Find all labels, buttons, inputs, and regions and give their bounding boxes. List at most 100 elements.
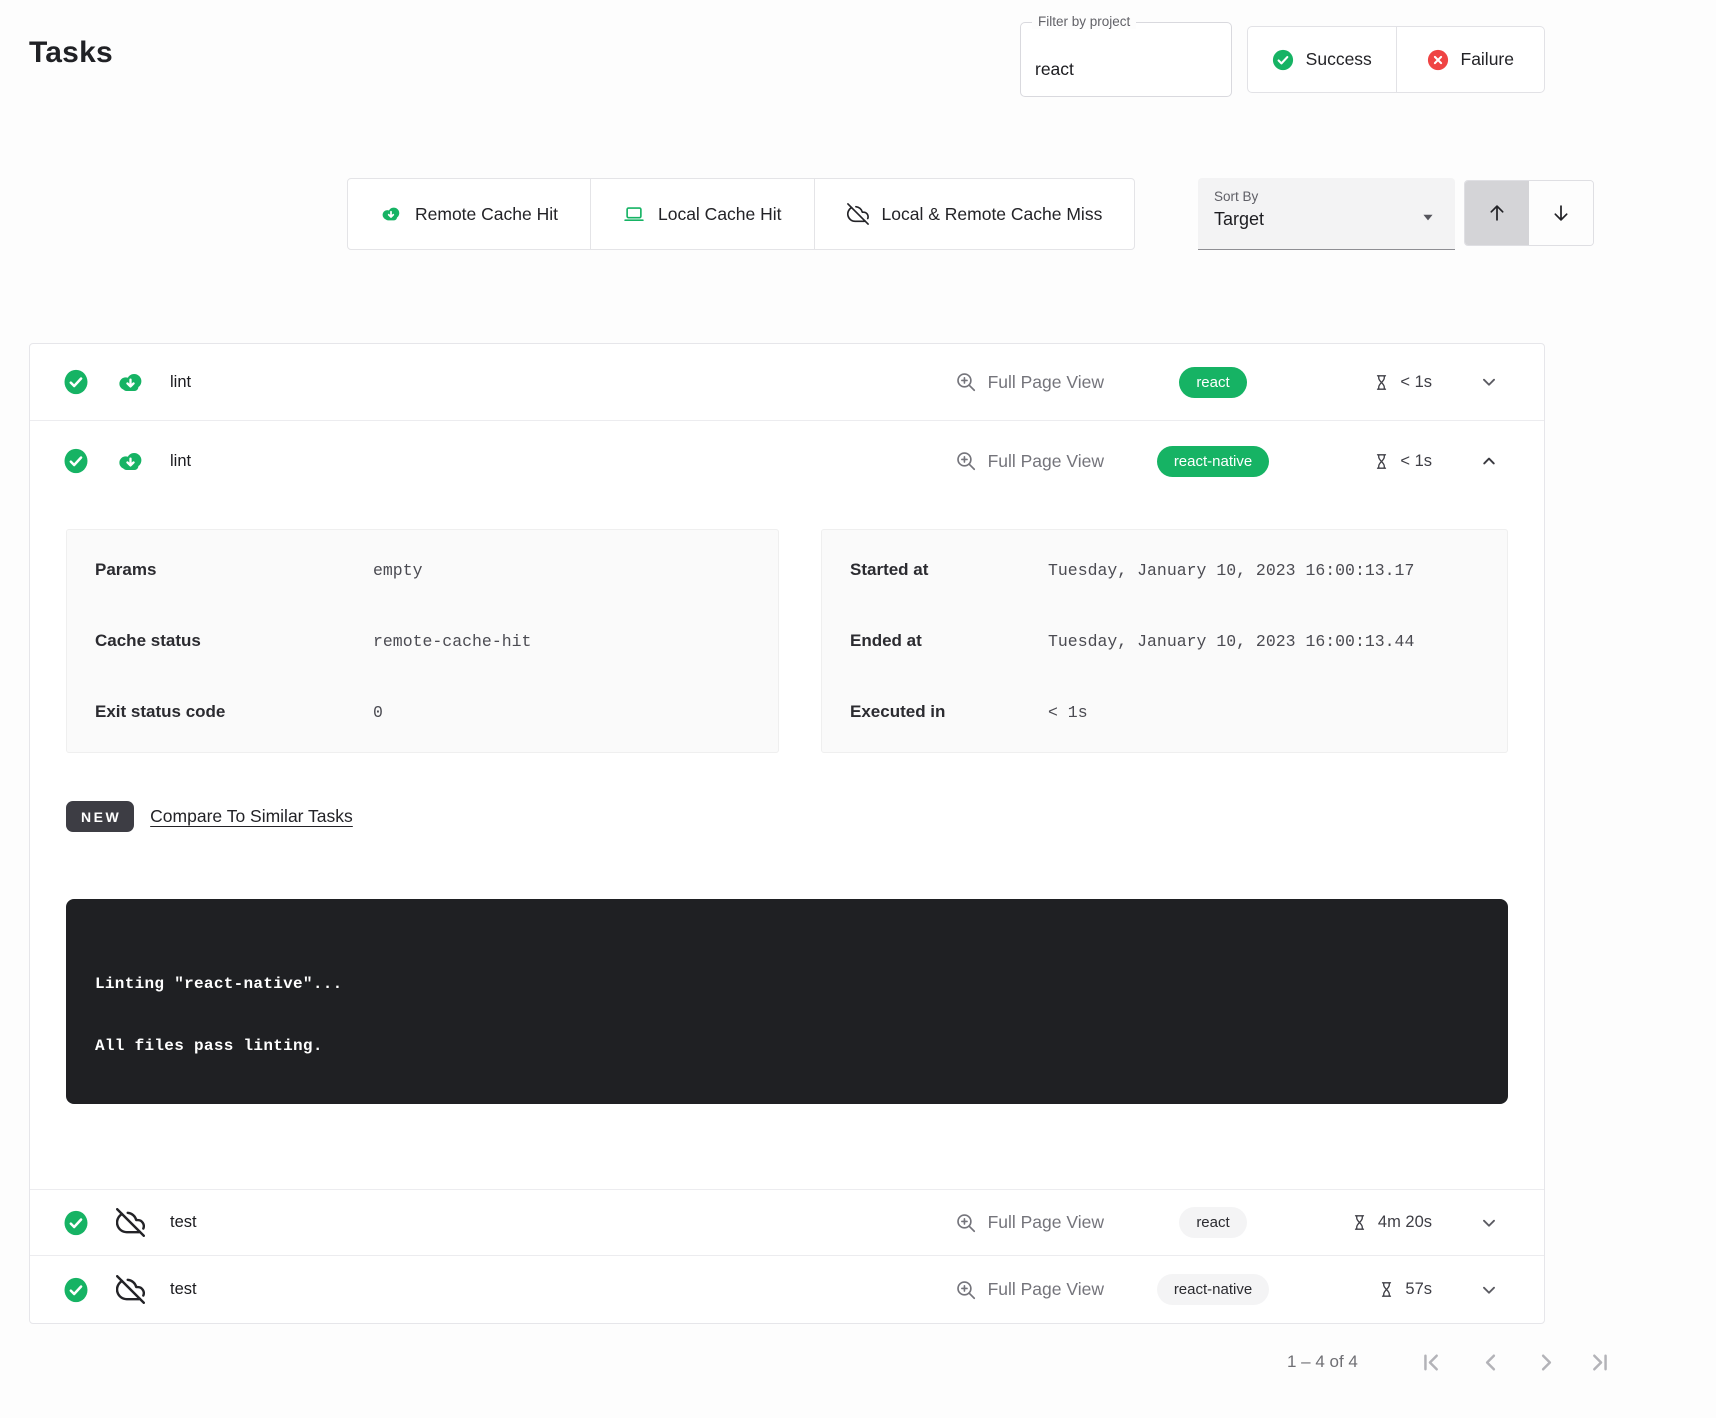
sort-by-select[interactable]: Sort By Target (1198, 178, 1455, 250)
sort-ascending-button[interactable] (1465, 181, 1529, 245)
next-page-button[interactable] (1532, 1348, 1560, 1376)
cloud-off-icon (116, 1275, 145, 1304)
chevron-down-icon[interactable] (1478, 371, 1500, 393)
check-circle-icon (63, 448, 89, 474)
arrow-up-icon (1486, 202, 1508, 224)
task-timing-panel: Started at Tuesday, January 10, 2023 16:… (821, 529, 1508, 753)
task-details-section: Params empty Cache status remote-cache-h… (30, 501, 1544, 1190)
first-page-icon (1417, 1349, 1444, 1376)
project-filter: Filter by project (1020, 14, 1232, 97)
caret-down-icon (1417, 206, 1439, 228)
task-duration: < 1s (1400, 372, 1432, 391)
executed-in-label: Executed in (850, 702, 946, 721)
cache-miss-filter[interactable]: Local & Remote Cache Miss (813, 179, 1135, 249)
ended-at-value: Tuesday, January 10, 2023 16:00:13.44 (1048, 632, 1415, 651)
ended-at-label: Ended at (850, 631, 922, 650)
exit-status-code-label: Exit status code (95, 702, 226, 721)
zoom-in-icon (955, 1212, 977, 1234)
zoom-in-icon (955, 371, 977, 393)
task-duration: 57s (1405, 1280, 1432, 1298)
started-at-value: Tuesday, January 10, 2023 16:00:13.17 (1048, 561, 1415, 580)
sort-by-label: Sort By (1214, 189, 1259, 204)
params-value: empty (373, 561, 423, 580)
last-page-icon (1587, 1349, 1614, 1376)
full-page-view-link[interactable]: Full Page View (955, 1279, 1104, 1301)
terminal-output: Linting "react-native"... All files pass… (66, 899, 1508, 1104)
full-page-view-label: Full Page View (987, 1212, 1104, 1232)
local-cache-hit-filter[interactable]: Local Cache Hit (589, 179, 814, 249)
project-filter-input[interactable] (1021, 23, 1231, 96)
zoom-in-icon (955, 450, 977, 472)
cache-status-value: remote-cache-hit (373, 632, 532, 651)
cloud-download-icon (116, 447, 145, 476)
page-title: Tasks (29, 36, 113, 69)
exit-status-code-value: 0 (373, 703, 383, 722)
hourglass-icon (1377, 1280, 1396, 1299)
cloud-off-icon (116, 1208, 145, 1237)
cache-miss-label: Local & Remote Cache Miss (881, 203, 1103, 224)
remote-cache-hit-filter[interactable]: Remote Cache Hit (348, 179, 590, 249)
project-badge: react-native (1156, 1274, 1270, 1305)
hourglass-icon (1350, 1213, 1369, 1232)
laptop-icon (623, 203, 645, 225)
x-circle-icon (1427, 49, 1449, 71)
chevron-up-icon[interactable] (1478, 450, 1500, 472)
cache-filter-group: Remote Cache Hit Local Cache Hit Local &… (347, 178, 1136, 250)
previous-page-button[interactable] (1476, 1348, 1504, 1376)
task-duration: < 1s (1400, 451, 1432, 470)
full-page-view-label: Full Page View (987, 450, 1104, 471)
project-badge: react-native (1156, 445, 1270, 477)
project-filter-label: Filter by project (1032, 14, 1137, 29)
sort-descending-button[interactable] (1529, 181, 1593, 245)
chevron-left-icon (1477, 1349, 1504, 1376)
full-page-view-label: Full Page View (987, 371, 1104, 392)
check-circle-icon (63, 1277, 89, 1303)
new-badge: NEW (66, 801, 135, 832)
task-target: test (170, 1213, 197, 1231)
sort-by-value: Target (1214, 209, 1265, 229)
cloud-off-icon (846, 203, 869, 225)
terminal-line: All files pass linting. (95, 1037, 323, 1055)
chevron-down-icon[interactable] (1478, 1212, 1500, 1234)
params-label: Params (95, 560, 157, 579)
task-row[interactable]: lint Full Page View react < 1s (30, 344, 1544, 421)
started-at-label: Started at (850, 560, 929, 579)
task-params-panel: Params empty Cache status remote-cache-h… (66, 529, 779, 753)
first-page-button[interactable] (1416, 1348, 1444, 1376)
task-list-card: lint Full Page View react < 1s (29, 343, 1545, 1324)
cloud-download-icon (116, 368, 145, 397)
task-row-expanded-header[interactable]: lint Full Page View react-native < 1s (30, 421, 1544, 501)
arrow-down-icon (1550, 202, 1572, 224)
full-page-view-link[interactable]: Full Page View (955, 450, 1104, 472)
success-filter-button[interactable]: Success (1248, 27, 1396, 92)
chevron-right-icon (1533, 1349, 1560, 1376)
executed-in-value: < 1s (1048, 703, 1088, 722)
hourglass-icon (1372, 373, 1391, 392)
chevron-down-icon[interactable] (1478, 1279, 1500, 1301)
project-badge: react (1179, 366, 1247, 398)
hourglass-icon (1372, 452, 1391, 471)
cloud-download-icon (380, 203, 402, 225)
success-label: Success (1305, 49, 1372, 69)
task-duration: 4m 20s (1377, 1213, 1432, 1231)
failure-label: Failure (1460, 49, 1515, 69)
pagination-range: 1 – 4 of 4 (1287, 1352, 1358, 1371)
terminal-line: Linting "react-native"... (95, 975, 343, 993)
zoom-in-icon (955, 1279, 977, 1301)
task-row[interactable]: test Full Page View react-native 57s (30, 1256, 1544, 1323)
full-page-view-link[interactable]: Full Page View (955, 1212, 1104, 1234)
full-page-view-label: Full Page View (987, 1279, 1104, 1299)
remote-cache-hit-label: Remote Cache Hit (415, 203, 558, 224)
failure-filter-button[interactable]: Failure (1395, 27, 1545, 92)
cache-status-label: Cache status (95, 631, 201, 650)
check-circle-icon (1272, 49, 1294, 71)
full-page-view-link[interactable]: Full Page View (955, 371, 1104, 393)
compare-to-similar-tasks-link[interactable]: Compare To Similar Tasks (150, 806, 353, 826)
task-target: test (170, 1280, 197, 1298)
last-page-button[interactable] (1586, 1348, 1614, 1376)
task-row[interactable]: test Full Page View react 4m 20s (30, 1190, 1544, 1256)
project-badge: react (1179, 1207, 1247, 1238)
task-target: lint (170, 451, 192, 470)
check-circle-icon (63, 369, 89, 395)
